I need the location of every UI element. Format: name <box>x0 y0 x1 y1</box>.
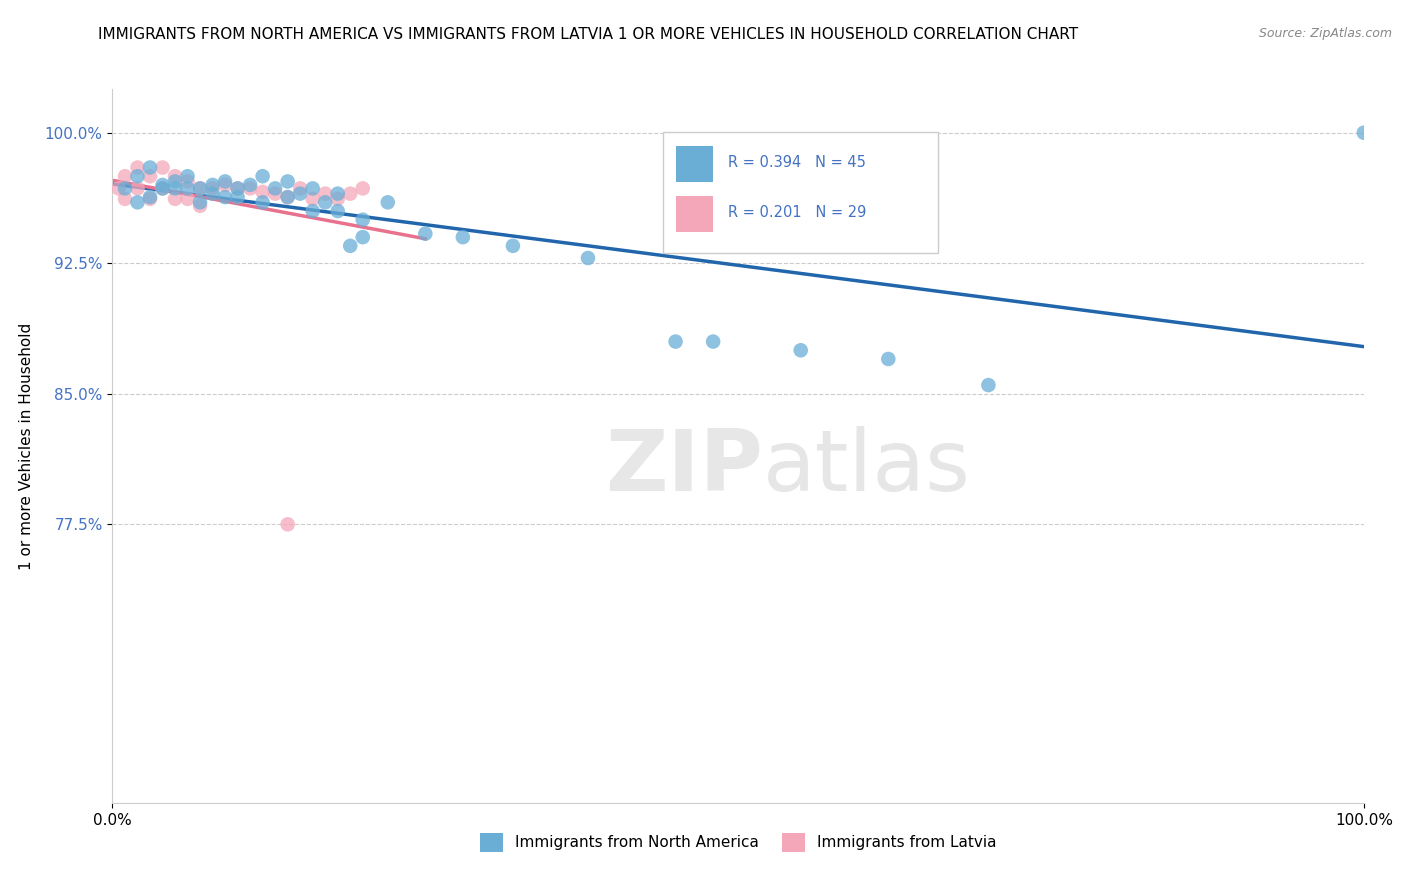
Point <box>239 181 262 195</box>
Point <box>877 351 900 366</box>
Point <box>277 190 299 204</box>
Point <box>127 169 149 184</box>
Text: ZIP: ZIP <box>606 425 763 509</box>
Point <box>114 181 136 195</box>
Point <box>502 239 524 253</box>
Point <box>176 192 198 206</box>
Point <box>114 192 136 206</box>
Point <box>127 195 149 210</box>
Point <box>176 174 198 188</box>
Point <box>301 181 323 195</box>
Point <box>214 178 236 192</box>
Point <box>702 334 724 349</box>
Point <box>264 181 287 195</box>
Point <box>226 181 249 195</box>
Point <box>163 192 186 206</box>
Point <box>176 169 198 184</box>
Point <box>252 185 274 199</box>
Point <box>188 181 211 195</box>
Point <box>201 178 224 192</box>
Point <box>790 343 813 358</box>
Point <box>326 204 349 219</box>
Point <box>1353 126 1375 140</box>
Point <box>127 181 149 195</box>
Point <box>377 195 399 210</box>
Point <box>277 517 299 532</box>
Point <box>664 334 686 349</box>
Point <box>451 230 474 244</box>
Point <box>139 161 162 175</box>
Point <box>188 199 211 213</box>
Text: atlas: atlas <box>763 425 972 509</box>
Text: IMMIGRANTS FROM NORTH AMERICA VS IMMIGRANTS FROM LATVIA 1 OR MORE VEHICLES IN HO: IMMIGRANTS FROM NORTH AMERICA VS IMMIGRA… <box>98 27 1078 42</box>
Point <box>239 178 262 192</box>
Point <box>277 174 299 188</box>
Point <box>107 181 129 195</box>
Point <box>127 161 149 175</box>
Legend: Immigrants from North America, Immigrants from Latvia: Immigrants from North America, Immigrant… <box>472 825 1004 859</box>
Point <box>188 195 211 210</box>
Point <box>139 169 162 184</box>
Point <box>352 212 374 227</box>
Point <box>326 186 349 201</box>
Point <box>252 195 274 210</box>
Point <box>326 192 349 206</box>
Text: R = 0.394   N = 45: R = 0.394 N = 45 <box>728 155 866 170</box>
Point <box>139 192 162 206</box>
Point <box>277 190 299 204</box>
Point <box>152 181 174 195</box>
Point <box>226 181 249 195</box>
Point <box>152 178 174 192</box>
Point <box>152 181 174 195</box>
Point <box>139 190 162 204</box>
Text: Source: ZipAtlas.com: Source: ZipAtlas.com <box>1258 27 1392 40</box>
Point <box>214 174 236 188</box>
Point <box>163 181 186 195</box>
Point <box>290 181 312 195</box>
Point <box>176 181 198 195</box>
Point <box>226 190 249 204</box>
Point <box>188 181 211 195</box>
Point <box>152 161 174 175</box>
Point <box>576 251 599 265</box>
Point <box>214 190 236 204</box>
FancyBboxPatch shape <box>675 196 713 232</box>
Point <box>163 169 186 184</box>
Point <box>114 169 136 184</box>
Point <box>977 378 1000 392</box>
Point <box>290 186 312 201</box>
Point <box>301 192 323 206</box>
Point <box>352 181 374 195</box>
FancyBboxPatch shape <box>664 132 938 253</box>
Point <box>352 230 374 244</box>
Text: R = 0.201   N = 29: R = 0.201 N = 29 <box>728 205 866 220</box>
FancyBboxPatch shape <box>675 146 713 182</box>
Point <box>201 181 224 195</box>
Point <box>264 186 287 201</box>
Point <box>314 195 336 210</box>
Point <box>413 227 436 241</box>
Point <box>314 186 336 201</box>
Point <box>301 204 323 219</box>
Point <box>201 186 224 201</box>
Point <box>252 169 274 184</box>
Point <box>339 186 361 201</box>
Point <box>339 239 361 253</box>
Point <box>163 174 186 188</box>
Y-axis label: 1 or more Vehicles in Household: 1 or more Vehicles in Household <box>18 322 34 570</box>
